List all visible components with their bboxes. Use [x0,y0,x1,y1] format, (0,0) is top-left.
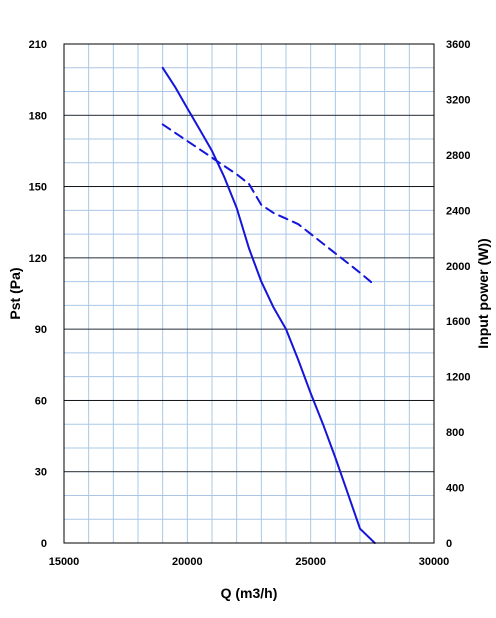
grid [64,44,434,543]
y-axis-title: Pst (Pa) [7,267,23,319]
y2-tick-label: 3200 [446,94,470,106]
y-tick-label: 90 [35,324,47,336]
y-tick-label: 0 [41,538,47,550]
y-tick-label: 120 [29,253,47,265]
y-tick-label: 60 [35,395,47,407]
y2-tick-label: 1200 [446,372,470,384]
x-axis-title: Q (m3/h) [221,585,278,601]
series-layer [161,66,376,544]
y2-axis-title: Input power (W)) [475,238,491,348]
x-tick-label: 25000 [295,556,326,568]
y2-tick-label: 2800 [446,150,470,162]
y2-tick-label: 800 [446,427,464,439]
y2-tick-label: 3600 [446,39,470,51]
y-tick-label: 210 [29,39,47,51]
y2-tick-label: 400 [446,483,464,495]
x-tick-label: 15000 [49,556,80,568]
y2-tick-label: 1600 [446,316,470,328]
plot-frame [63,43,435,544]
y-tick-label: 180 [29,110,47,122]
x-tick-label: 30000 [419,556,450,568]
y-tick-label: 30 [35,467,47,479]
y2-tick-label: 2000 [446,261,470,273]
y2-tick-label: 0 [446,538,452,550]
y2-tick-label: 2400 [446,205,470,217]
y-tick-label: 150 [29,182,47,194]
series-line-pst [161,66,376,544]
tick-labels: 15000 20000 25000 30000 0 30 60 90 120 150 180 210 0… [29,39,471,568]
series-line-input-power [161,123,376,287]
x-tick-label: 20000 [172,556,203,568]
